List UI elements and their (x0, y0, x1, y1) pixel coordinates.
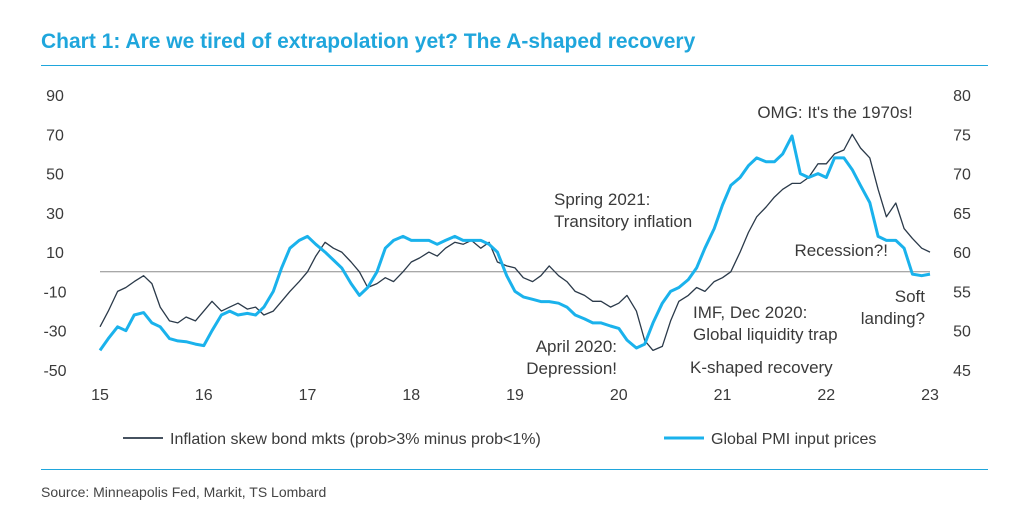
x-axis-ticks: 15 16 17 18 19 20 21 22 23 (91, 387, 939, 404)
right-tick-label: 45 (953, 363, 971, 380)
left-tick-label: 90 (46, 88, 64, 105)
annotations-layer: OMG: It's the 1970s! Spring 2021: Transito… (526, 103, 925, 378)
x-tick-label: 15 (91, 387, 109, 404)
annotation-1970s: OMG: It's the 1970s! (757, 103, 912, 122)
x-tick-label: 21 (714, 387, 732, 404)
annotation-k-shaped: K-shaped recovery (690, 358, 833, 377)
annotation-recession: Recession?! (794, 241, 888, 260)
chart-title: Chart 1: Are we tired of extrapolation y… (41, 30, 696, 53)
left-tick-label: -50 (43, 363, 66, 380)
left-axis-ticks: 90 70 50 30 10 -10 -30 -50 (43, 88, 66, 380)
right-tick-label: 70 (953, 167, 971, 184)
right-tick-label: 80 (953, 88, 971, 105)
annotation-april-2020: April 2020: (536, 337, 617, 356)
annotation-april-2020: Depression! (526, 359, 617, 378)
left-tick-label: 50 (46, 167, 64, 184)
x-tick-label: 19 (506, 387, 524, 404)
series-layer (98, 133, 931, 352)
legend-item-global-pmi-label: Global PMI input prices (711, 431, 876, 448)
x-tick-label: 16 (195, 387, 213, 404)
series-line-global-pmi (98, 134, 931, 352)
annotation-soft-landing: Soft (895, 287, 926, 306)
annotation-transitory: Transitory inflation (554, 212, 692, 231)
legend-item-inflation-skew-label: Inflation skew bond mkts (prob>3% minus … (170, 431, 541, 448)
annotation-imf: Global liquidity trap (693, 325, 838, 344)
right-tick-label: 65 (953, 206, 971, 223)
left-tick-label: -10 (43, 284, 66, 301)
x-tick-label: 17 (299, 387, 317, 404)
source-divider (41, 469, 988, 470)
annotation-soft-landing: landing? (861, 309, 925, 328)
annotation-transitory: Spring 2021: (554, 190, 650, 209)
left-tick-label: 70 (46, 127, 64, 144)
right-tick-label: 60 (953, 245, 971, 262)
x-tick-label: 22 (817, 387, 835, 404)
title-divider (41, 65, 988, 66)
series-line-inflation-skew (99, 133, 931, 352)
left-tick-label: -30 (43, 324, 66, 341)
legend: Inflation skew bond mkts (prob>3% minus … (123, 431, 876, 448)
right-tick-label: 55 (953, 284, 971, 301)
source-note: Source: Minneapolis Fed, Markit, TS Lomb… (41, 484, 327, 500)
annotation-imf: IMF, Dec 2020: (693, 303, 807, 322)
right-axis-ticks: 80 75 70 65 60 55 50 45 (953, 88, 971, 380)
right-tick-label: 75 (953, 127, 971, 144)
left-tick-label: 30 (46, 206, 64, 223)
x-tick-label: 18 (402, 387, 420, 404)
right-tick-label: 50 (953, 324, 971, 341)
x-tick-label: 20 (610, 387, 628, 404)
left-tick-label: 10 (46, 245, 64, 262)
x-tick-label: 23 (921, 387, 939, 404)
